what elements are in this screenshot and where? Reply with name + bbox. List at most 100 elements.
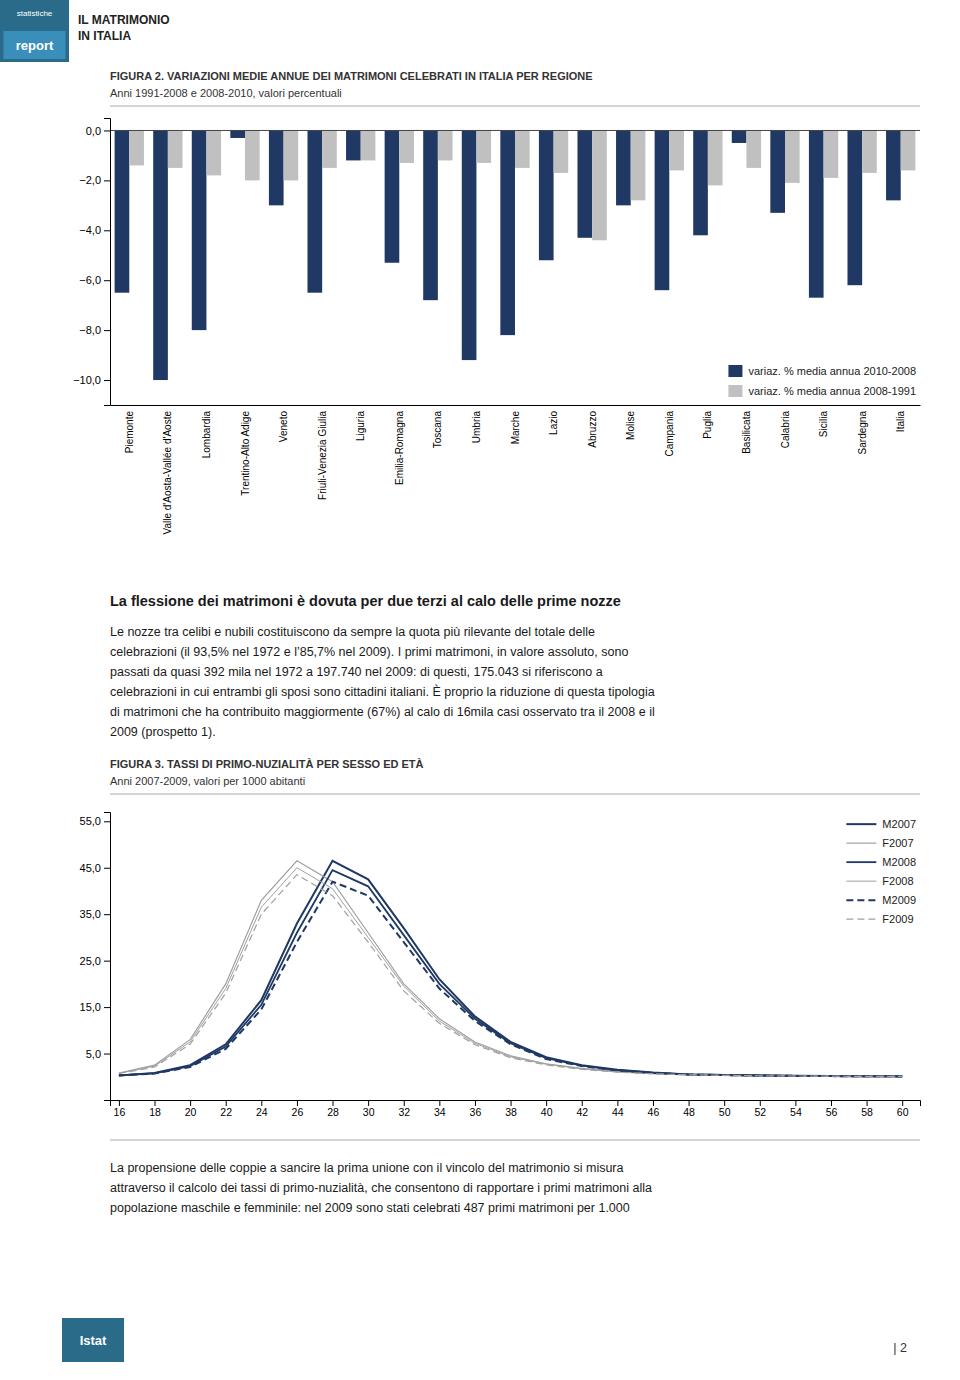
tick-label: 45,0 <box>80 862 101 874</box>
tick: 15,0 <box>80 1001 110 1013</box>
tick-label: Italia <box>895 411 906 433</box>
tick-mark <box>104 230 110 231</box>
tick-mark <box>104 280 110 281</box>
tick-mark <box>297 1100 298 1106</box>
bar-series <box>129 130 915 240</box>
paragraph: La propensione delle coppie a sancire la… <box>110 1161 652 1215</box>
tick-label: 34 <box>434 1106 446 1118</box>
tick-mark <box>104 961 110 962</box>
bar <box>746 130 761 167</box>
tick: 25,0 <box>80 955 110 967</box>
legend-label: variaz. % media annua 2008-1991 <box>748 385 916 397</box>
legend-item: F2008 <box>846 875 913 887</box>
tick: 24 <box>256 1100 268 1118</box>
legend-swatch <box>728 365 742 377</box>
tick-label: Abruzzo <box>587 411 598 448</box>
legend-swatch <box>846 843 876 844</box>
bar <box>592 130 607 240</box>
tick: 40 <box>541 1100 553 1118</box>
tick: 0,0 <box>86 124 110 136</box>
paragraph-line: popolazione maschile e femminile: nel 20… <box>110 1201 630 1215</box>
bar <box>462 130 477 360</box>
tick: 45,0 <box>80 862 110 874</box>
tick: 35,0 <box>80 908 110 920</box>
tick: 18 <box>149 1100 161 1118</box>
tick-label: Valle d'Aosta-Vallée d'Aoste <box>162 411 173 535</box>
bar <box>269 130 284 205</box>
tick: Friuli-Venezia Giulia <box>317 405 328 500</box>
tick-label: 5,0 <box>86 1048 101 1060</box>
page-root: statistichereportIL MATRIMONIOIN ITALIAF… <box>0 0 960 1380</box>
legend-item: M2009 <box>846 894 916 906</box>
legend-item: M2008 <box>846 856 916 868</box>
tick-mark <box>760 1100 761 1106</box>
header-logo-box <box>0 0 69 62</box>
tick: Basilicata <box>741 405 752 454</box>
tick-label: 55,0 <box>80 815 101 827</box>
tick-label: 15,0 <box>80 1001 101 1013</box>
tick-label: 26 <box>292 1106 304 1118</box>
bar <box>500 130 515 335</box>
legend-item: variaz. % media annua 2008-1991 <box>728 385 916 397</box>
tick-mark <box>104 868 110 869</box>
bar <box>245 130 260 180</box>
zero-line <box>110 130 920 131</box>
bar <box>886 130 901 200</box>
bar <box>385 130 400 262</box>
tick: 32 <box>398 1100 410 1118</box>
tick-label: Campania <box>664 411 675 457</box>
bar <box>693 130 708 235</box>
legend-label: F2008 <box>882 875 913 887</box>
bar <box>192 130 207 330</box>
tick-mark <box>104 914 110 915</box>
tick-label: 52 <box>754 1106 766 1118</box>
legend-item: F2009 <box>846 913 913 925</box>
bar <box>655 130 670 290</box>
tick-mark <box>546 1100 547 1106</box>
tick: Calabria <box>780 405 791 448</box>
header-logo-text: report <box>16 38 54 53</box>
bar <box>476 130 491 162</box>
heading: La flessione dei matrimoni è dovuta per … <box>110 593 621 609</box>
tick-mark <box>226 1100 227 1106</box>
tick-label: 40 <box>541 1106 553 1118</box>
tick-label: 16 <box>114 1106 126 1118</box>
separator <box>110 1140 920 1141</box>
header-logo-inner <box>4 31 66 59</box>
bar <box>809 130 824 297</box>
bar <box>616 130 631 205</box>
tick: Puglia <box>702 405 713 439</box>
tick: Italia <box>895 405 906 432</box>
tick-label: Lazio <box>548 411 559 435</box>
tick: Toscana <box>432 405 443 448</box>
bar <box>438 130 453 160</box>
legend-label: variaz. % media annua 2010-2008 <box>748 365 916 377</box>
legend-label: M2007 <box>882 818 916 830</box>
tick-mark <box>104 180 110 181</box>
paragraph-line: celebrazioni in cui entrambi gli sposi s… <box>110 684 655 699</box>
tick-mark <box>511 1100 512 1106</box>
tick-mark <box>404 1100 405 1106</box>
tick: 34 <box>434 1100 446 1118</box>
axis: 5,0 15,0 25,0 35,0 45,0 55,0 <box>80 813 111 1101</box>
bar <box>785 130 800 182</box>
tick-label: Emilia-Romagna <box>394 411 405 485</box>
bar <box>539 130 554 260</box>
tick: 54 <box>790 1100 802 1118</box>
header-text: IL MATRIMONIO <box>78 13 170 27</box>
paragraph-line: 2009 (prospetto 1). <box>110 725 216 739</box>
tick: 42 <box>576 1100 588 1118</box>
tick-label: 38 <box>505 1106 517 1118</box>
tick-label: Trentino-Alto Adige <box>240 411 251 496</box>
chart-title: FIGURA 3. TASSI DI PRIMO-NUZIALITÀ PER S… <box>110 758 424 770</box>
tick-label: Veneto <box>278 411 289 443</box>
chart-subtitle: Anni 2007-2009, valori per 1000 abitanti <box>110 775 305 787</box>
tick-label: 35,0 <box>80 908 101 920</box>
bar <box>307 130 322 292</box>
tick-mark <box>104 821 110 822</box>
axis: PiemonteValle d'Aosta-Vallée d'AosteLomb… <box>111 405 921 535</box>
tick-mark <box>155 1100 156 1106</box>
bar <box>577 130 592 237</box>
line <box>119 882 902 1077</box>
tick-label: Sardegna <box>857 411 868 455</box>
